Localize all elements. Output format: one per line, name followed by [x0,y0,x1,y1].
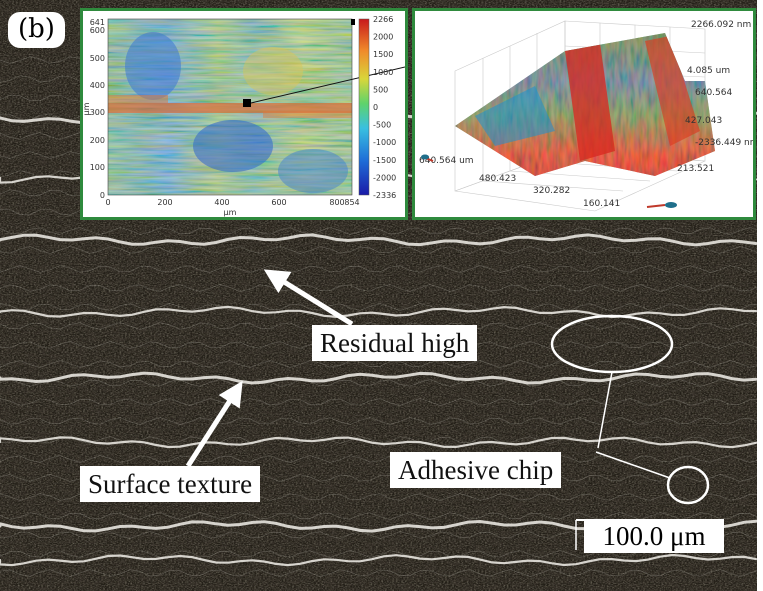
callout-surface-texture: Surface texture [80,466,261,502]
3d-right-axis-labels: 4.085 um 640.564 427.043 213.521 [677,66,732,174]
colorbar-tick: -1000 [373,138,396,147]
texture-fine-line [0,455,761,463]
map-y-tick: 641 [90,18,105,27]
map-y-tick: 300 [90,108,105,117]
3d-front-axis-label: 320.282 [533,186,570,196]
axis-gizmo-icon [646,202,677,208]
panel-label: (b) [8,12,65,48]
colorbar-tick: -1500 [373,156,396,165]
3d-right-axis-label: 213.521 [677,164,714,174]
map-x-tick: 800 [329,198,344,207]
texture-fine-line [0,569,761,577]
3d-front-axis-labels: 640.564 um 480.423 320.282 160.141 [419,156,620,209]
chip-leader-line-1 [597,371,613,449]
map-x-tick: 0 [105,198,110,207]
residual-high-arrow [263,269,354,327]
colorbar [358,18,370,196]
map-y-tick: 200 [90,136,105,145]
map-x-ticks: 0 200 400 600 800 854 [105,198,359,207]
map-x-tick: 200 [157,198,172,207]
map-y-tick: 0 [100,191,105,200]
map-y-tick: 600 [90,26,105,35]
3d-right-axis-label: 427.043 [685,116,722,126]
texture-fine-line [0,436,761,444]
colorbar-tick: -500 [373,121,391,130]
scale-bar-label: 100.0 μm [584,519,724,553]
height-map-plot: 22662000150010005000-500-1000-1500-2000-… [83,15,405,217]
colorbar-tick: 1500 [373,50,393,59]
texture-fine-line [0,417,761,425]
colorbar-tick: -2000 [373,173,396,182]
texture-ridge [0,553,758,567]
map-y-tick: 100 [90,163,105,172]
map-x-tick: 600 [271,198,286,207]
texture-ridge [0,305,758,319]
texture-fine-line [0,303,761,311]
texture-fine-line [0,322,761,330]
map-y-tick: 400 [90,81,105,90]
texture-ridge [0,233,758,247]
3d-z-bottom-label: -2336.449 nm [695,138,753,148]
3d-front-axis-label: 160.141 [583,199,620,209]
surface-texture-arrow [185,380,243,468]
inset-height-map: 2266 2000 1500 1000 500 0 -500 -1000 -1500 -2000-… [80,8,408,220]
texture-fine-line [0,227,761,235]
texture-fine-line [0,284,761,292]
inset-3d-surface: 2266.092 nm -2336.449 nm 4.085 um 640.564 4… [412,8,756,220]
3d-right-axis-label: 640.564 [695,88,732,98]
map-x-tick: 854 [344,198,359,207]
colorbar-ticks: 2266 2000 1500 1000 500 0 -500 -1000 -1500 -2000 -… [373,15,396,200]
texture-fine-line [0,246,761,254]
3d-z-labels: 2266.092 nm -2336.449 nm [691,20,753,148]
adhesive-chip-ellipse [550,314,674,374]
colorbar-tick: 0 [373,103,378,112]
colorbar-tick: 2266 [373,15,393,24]
axis-gizmo-left-icon [421,154,434,162]
colorbar-tick: 2000 [373,33,393,42]
height-map-field [108,19,352,195]
map-marker [243,99,251,107]
texture-ridge [0,371,758,385]
map-y-tick: 500 [90,54,105,63]
texture-ridge [0,436,758,449]
texture-fine-line [0,550,761,558]
colorbar-tick: 500 [373,85,388,94]
texture-fine-line [0,360,761,368]
colorbar-tick: 1000 [373,68,393,77]
texture-fine-line [0,379,761,387]
3d-right-axis-label: 4.085 um [687,66,730,76]
map-y-unit: μm [83,102,91,115]
map-x-unit: μm [224,208,237,217]
chip-leader-line-2 [595,451,671,479]
texture-fine-line [0,398,761,406]
3d-front-axis-label: 640.564 um [419,156,474,166]
adhesive-chip-circle [666,465,710,505]
3d-front-axis-label: 480.423 [479,174,516,184]
map-x-tick: 400 [214,198,229,207]
callout-adhesive-chip: Adhesive chip [390,452,562,488]
3d-z-top-label: 2266.092 nm [691,20,751,30]
texture-fine-line [0,512,761,520]
colorbar-tick: -2336 [373,191,396,200]
texture-fine-line [0,265,761,273]
callout-residual-high: Residual high [312,325,478,361]
surface-3d-plot: 2266.092 nm-2336.449 nm 4.085 um640.5644… [419,20,753,212]
